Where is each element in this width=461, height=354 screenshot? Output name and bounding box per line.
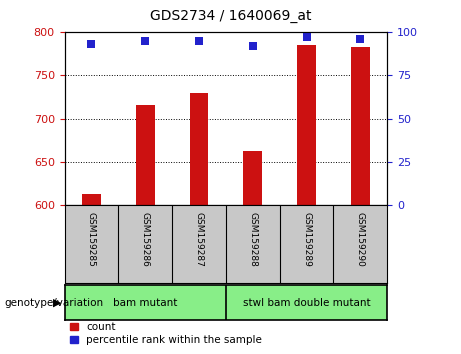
Point — [88, 41, 95, 47]
Bar — [189, 92, 208, 205]
Text: genotype/variation: genotype/variation — [5, 298, 104, 308]
Point — [195, 38, 203, 43]
Text: GSM159289: GSM159289 — [302, 212, 311, 267]
Bar — [243, 151, 262, 205]
Legend: count, percentile rank within the sample: count, percentile rank within the sample — [70, 322, 262, 345]
Text: GDS2734 / 1640069_at: GDS2734 / 1640069_at — [150, 9, 311, 23]
Bar — [351, 47, 370, 205]
Text: GSM159288: GSM159288 — [248, 212, 257, 267]
Text: ▶: ▶ — [53, 298, 62, 308]
Bar — [136, 105, 154, 205]
Bar — [82, 194, 101, 205]
Text: stwl bam double mutant: stwl bam double mutant — [243, 298, 370, 308]
Point — [357, 36, 364, 42]
Text: bam mutant: bam mutant — [113, 298, 177, 308]
Text: GSM159287: GSM159287 — [195, 212, 203, 267]
Text: GSM159290: GSM159290 — [356, 212, 365, 267]
Text: GSM159286: GSM159286 — [141, 212, 150, 267]
Point — [249, 43, 256, 48]
Point — [142, 38, 149, 43]
Bar — [297, 45, 316, 205]
Text: GSM159285: GSM159285 — [87, 212, 96, 267]
Point — [303, 34, 310, 40]
